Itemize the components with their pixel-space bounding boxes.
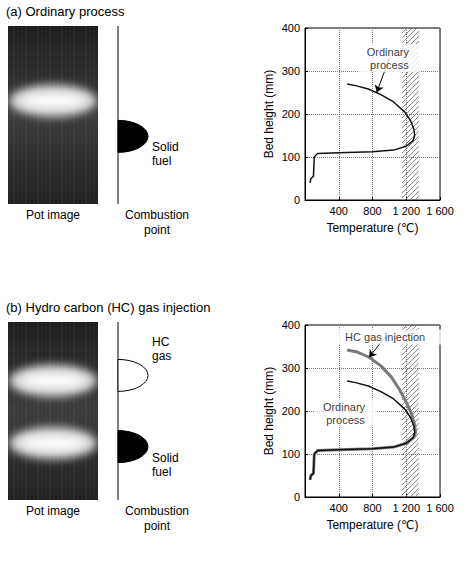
svg-text:1 600: 1 600 — [426, 205, 454, 217]
html-text:(a) Ordinary process: (a) Ordinary process — [6, 4, 125, 19]
svg-text:Ordinary: Ordinary — [367, 46, 412, 58]
svg-text:0: 0 — [294, 194, 300, 206]
svg-text:100: 100 — [282, 151, 300, 163]
svg-text:300: 300 — [282, 362, 300, 374]
svg-text:Bed height (mm): Bed height (mm) — [262, 70, 276, 159]
html-text:Pot image: Pot image — [26, 208, 80, 222]
svg-text:200: 200 — [282, 108, 300, 120]
html-text:(b) Hydro carbon (HC) gas inje: (b) Hydro carbon (HC) gas injection — [6, 300, 211, 315]
html-text:Solid fuel: Solid fuel — [152, 450, 179, 479]
svg-text:process: process — [370, 59, 409, 71]
svg-text:800: 800 — [363, 205, 381, 217]
svg-text:400: 400 — [282, 22, 300, 34]
svg-text:300: 300 — [282, 65, 300, 77]
html-text:Pot image: Pot image — [26, 504, 80, 518]
svg-text:200: 200 — [282, 405, 300, 417]
html-text:Combustion point: Combustion point — [125, 208, 189, 237]
svg-text:Bed height (mm): Bed height (mm) — [262, 367, 276, 456]
svg-text:400: 400 — [330, 502, 348, 514]
svg-text:Temperature (℃): Temperature (℃) — [326, 221, 418, 235]
svg-text:HC gas injection: HC gas injection — [345, 331, 425, 343]
html-text:Combustion point: Combustion point — [125, 504, 189, 533]
svg-text:400: 400 — [282, 319, 300, 331]
html-text:HC gas: HC gas — [152, 335, 172, 364]
svg-text:100: 100 — [282, 448, 300, 460]
svg-text:Ordinary: Ordinary — [323, 401, 368, 413]
svg-text:400: 400 — [330, 205, 348, 217]
svg-text:1 200: 1 200 — [392, 502, 420, 514]
svg-text:Temperature (℃): Temperature (℃) — [326, 518, 418, 532]
svg-text:800: 800 — [363, 502, 381, 514]
svg-text:1 200: 1 200 — [392, 205, 420, 217]
html-text:Solid fuel: Solid fuel — [152, 140, 179, 169]
svg-text:1 600: 1 600 — [426, 502, 454, 514]
svg-text:process: process — [326, 414, 365, 426]
svg-text:0: 0 — [294, 491, 300, 503]
